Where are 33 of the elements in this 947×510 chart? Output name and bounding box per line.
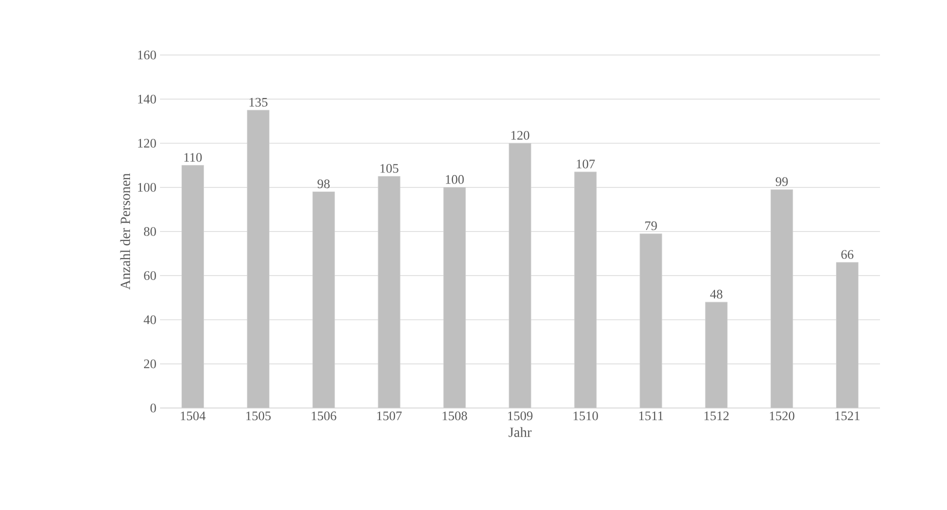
data-label: 98 [318, 179, 330, 188]
data-label: 79 [645, 221, 657, 230]
data-label: 120 [511, 130, 530, 140]
y-tick-label: 40 [144, 315, 156, 324]
data-label: 66 [841, 250, 854, 259]
x-tick-label: 1511 [639, 412, 663, 420]
data-label: 135 [250, 98, 268, 107]
y-tick-label: 100 [138, 182, 156, 192]
x-tick-label: 1506 [312, 412, 336, 420]
x-tick-label: 1508 [442, 412, 468, 420]
y-tick-label: 60 [144, 271, 156, 280]
x-tick-label: 1520 [770, 412, 794, 420]
x-tick-label: 1504 [180, 412, 206, 420]
x-tick-label: 1510 [574, 412, 598, 420]
x-tick-label: 1507 [377, 412, 402, 420]
y-tick-label: 80 [144, 227, 156, 236]
x-tick-label: 1521 [835, 412, 860, 420]
data-label: 107 [576, 160, 595, 168]
x-tick-label: 1512 [704, 412, 729, 420]
data-label: 110 [184, 153, 202, 162]
data-label: 48 [710, 290, 722, 299]
data-label: 105 [380, 164, 398, 173]
y-tick-label: 140 [138, 94, 156, 104]
data-label: 100 [446, 175, 464, 184]
x-tick-label: 1509 [508, 412, 532, 420]
y-tick-label: 120 [138, 138, 156, 148]
x-tick-label: 1505 [246, 412, 271, 420]
x-axis-title: Jahr [508, 427, 532, 438]
y-tick-label: 160 [138, 50, 156, 60]
y-axis-title: Anzahl der Personen [120, 173, 130, 290]
y-tick-label: 20 [144, 359, 156, 368]
y-tick-label: 0 [150, 404, 156, 412]
data-label: 99 [776, 177, 788, 186]
